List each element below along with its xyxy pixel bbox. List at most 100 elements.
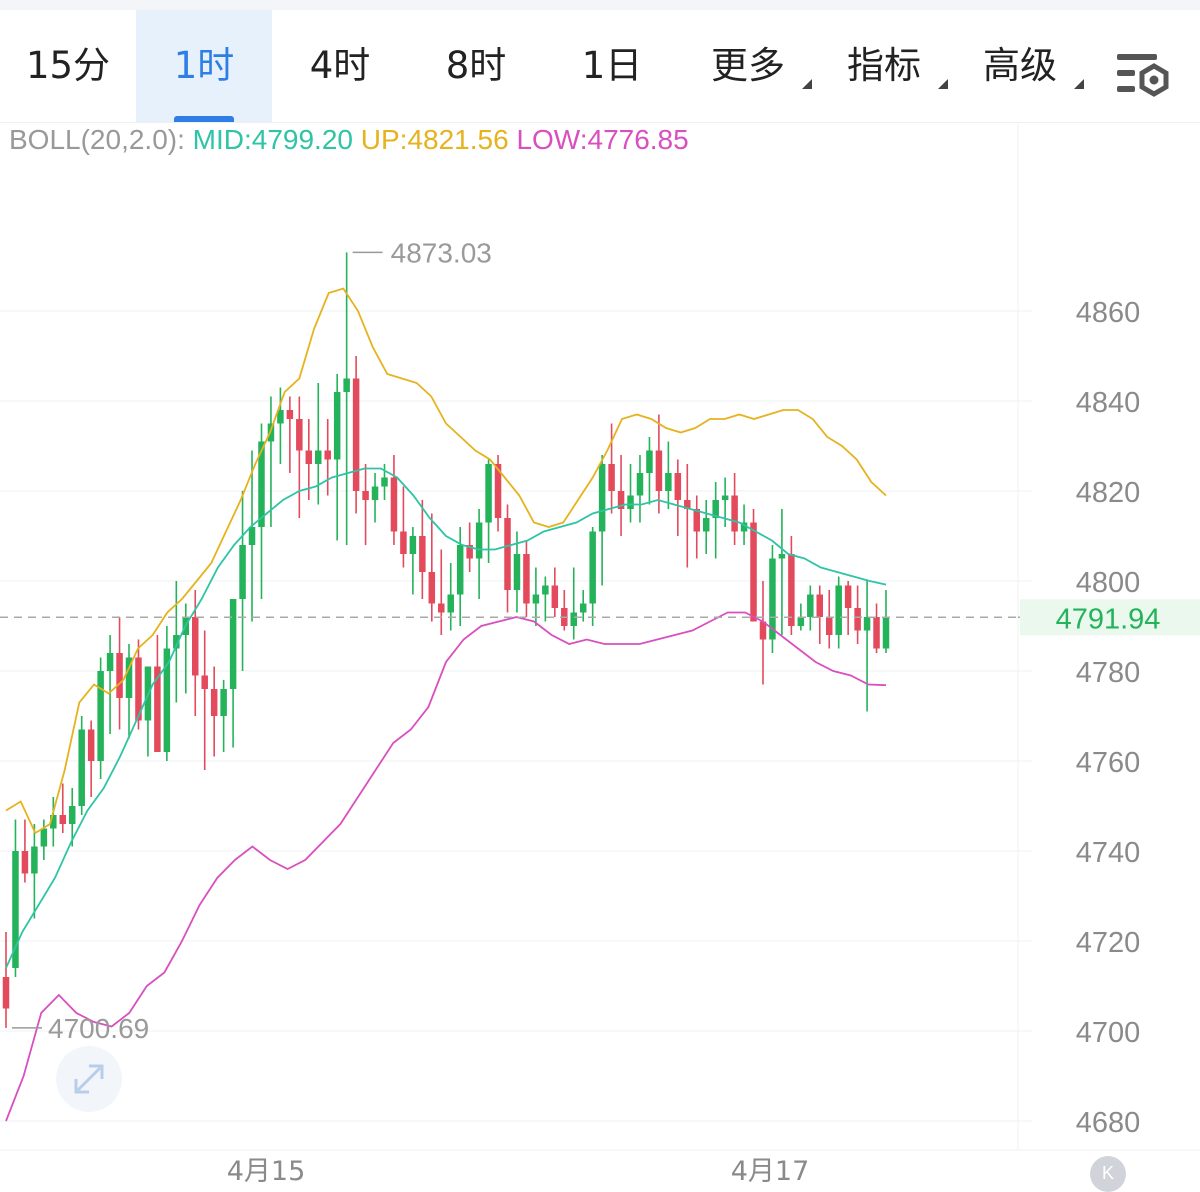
candle-body [778, 554, 786, 559]
candle-body [617, 491, 625, 509]
candle-body [409, 536, 417, 554]
candle-body [579, 603, 587, 613]
y-tick-label: 4820 [1076, 477, 1141, 509]
candle-body [116, 653, 123, 698]
candle-body [494, 464, 502, 518]
tab-indicators[interactable]: 指标 [816, 10, 952, 122]
candle-body [50, 815, 57, 829]
current-price-badge [1020, 599, 1200, 636]
candle-body [816, 594, 824, 617]
candle-body [2, 977, 10, 1009]
candle-body [750, 522, 757, 622]
candle-body [456, 545, 464, 595]
k-icon[interactable]: K [1090, 1156, 1126, 1192]
y-tick-label: 4800 [1076, 567, 1141, 599]
candle-body [721, 495, 729, 500]
candle-body [542, 585, 549, 595]
candle-body [390, 477, 398, 532]
expand-icon[interactable] [56, 1046, 122, 1112]
candle-body [589, 531, 596, 604]
candle-body [797, 617, 805, 626]
candle-body [485, 464, 492, 523]
candle-body [646, 450, 653, 473]
candle-body [210, 689, 218, 716]
tab-advanced[interactable]: 高级 [952, 10, 1088, 122]
caret-down-icon [938, 79, 948, 89]
candle-body [674, 473, 682, 500]
candle-body [712, 500, 719, 518]
candle-body [570, 612, 577, 626]
chart-settings-icon[interactable] [1112, 46, 1172, 106]
tab-more[interactable]: 更多 [680, 10, 816, 122]
candle-body [825, 617, 833, 635]
candle-body [333, 392, 341, 460]
candle-body [229, 599, 237, 689]
status-strip [0, 0, 1200, 10]
candle-body [608, 464, 615, 491]
low-price-label: 4700.69 [48, 1013, 149, 1044]
candle-body [882, 617, 890, 649]
tab-1day[interactable]: 1日 [581, 44, 643, 87]
candle-body [807, 594, 814, 617]
y-tick-label: 4740 [1076, 837, 1141, 869]
candle-body [305, 450, 313, 464]
candle-body [693, 509, 701, 532]
candle-body [438, 603, 445, 613]
candle-body [873, 617, 880, 649]
candle-body [627, 495, 634, 509]
candle-body [598, 464, 606, 532]
candle-body [731, 495, 738, 532]
candle-body [277, 410, 284, 424]
caret-down-icon [802, 79, 812, 89]
caret-down-icon [1074, 79, 1084, 89]
high-price-label: 4873.03 [391, 237, 492, 268]
candle-body [173, 635, 180, 649]
candle-body [400, 531, 407, 554]
boll-name: BOLL(20,2.0): [9, 124, 185, 155]
candle-body [68, 806, 76, 824]
tab-8hour[interactable]: 8时 [445, 44, 507, 87]
candle-body [371, 486, 379, 500]
y-tick-label: 4860 [1076, 297, 1141, 329]
x-tick-label: 4月15 [227, 1156, 306, 1184]
candle-body [125, 657, 133, 698]
candle-body [447, 594, 454, 613]
boll-indicator-readout: BOLL(20,2.0): MID:4799.20 UP:4821.56 LOW… [9, 124, 689, 156]
y-tick-label: 4780 [1076, 657, 1141, 689]
candle-body [12, 851, 19, 968]
candle-body [286, 410, 294, 419]
candle-body [343, 378, 350, 392]
boll-upper-band [5, 287, 887, 835]
candle-body [551, 585, 559, 608]
y-tick-label: 4700 [1076, 1017, 1141, 1049]
candle-body [87, 729, 95, 761]
candle-body [702, 518, 710, 532]
tab-15min[interactable]: 15分 [25, 44, 111, 87]
current-price-label: 4791.94 [1056, 603, 1161, 635]
candle-body [59, 815, 67, 824]
boll-up: UP:4821.56 [360, 124, 509, 155]
candle-body [740, 522, 748, 532]
active-tab-indicator [174, 116, 234, 122]
candle-body [504, 518, 511, 590]
candle-body [854, 608, 861, 631]
candle-body [324, 450, 331, 460]
candle-body [788, 554, 795, 626]
boll-lower-band [5, 611, 887, 1122]
candle-body [419, 536, 426, 572]
candle-body [239, 545, 246, 599]
y-tick-label: 4720 [1076, 927, 1141, 959]
timeframe-tabbar: 15分 1时 4时 8时 1日 更多 指标 高级 [0, 10, 1200, 123]
candle-body [684, 500, 691, 509]
candle-body [769, 558, 776, 640]
candle-body [352, 378, 360, 491]
boll-low: LOW:4776.85 [516, 124, 689, 155]
candle-body [220, 689, 227, 716]
candle-body [78, 729, 85, 806]
candle-body [381, 477, 388, 487]
tab-4hour[interactable]: 4时 [309, 44, 371, 87]
boll-mid: MID:4799.20 [192, 124, 353, 155]
tab-1hour[interactable]: 1时 [136, 10, 272, 122]
candle-body [475, 522, 483, 559]
